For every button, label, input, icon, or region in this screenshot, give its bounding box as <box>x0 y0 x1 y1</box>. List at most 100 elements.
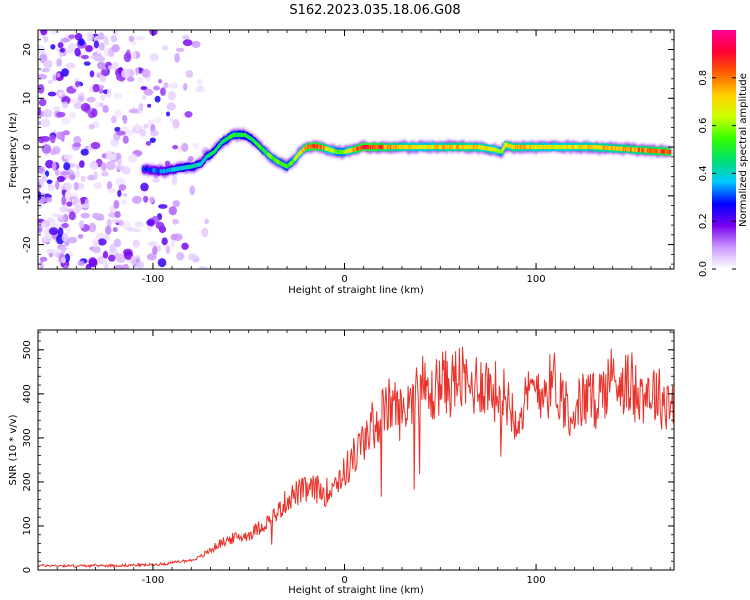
spectrogram-noise-cell <box>112 227 118 233</box>
spectrogram-noise-cell <box>71 196 81 207</box>
spectrogram-noise-cell <box>38 203 43 210</box>
snr-series-line <box>38 346 674 569</box>
spectrogram-noise-cell <box>133 228 142 233</box>
snr-x-tick-label: -100 <box>142 575 165 586</box>
spectrogram-noise-cell <box>110 34 118 43</box>
spectrogram-noise-cell <box>182 34 190 40</box>
spectrogram-noise-cell <box>102 35 109 43</box>
spectrogram-noise-cell <box>172 200 181 208</box>
spectrogram-noise-cell <box>38 165 46 175</box>
spectrogram-noise-cell <box>61 117 71 125</box>
spectrogram-noise-cell <box>97 238 107 246</box>
spectrogram-noise-cell <box>56 58 63 67</box>
spectrogram-noise-cell <box>115 177 126 187</box>
spectrogram-noise-cell <box>73 181 79 191</box>
spectrogram-noise-cell <box>143 123 149 129</box>
spectrogram-noise-cell <box>95 232 106 240</box>
spectrogram-noise-cell <box>126 76 135 82</box>
spectrogram-noise-cell <box>59 47 66 53</box>
spectrogram-noise-cell <box>149 30 158 36</box>
spectrogram-noise-cell <box>68 192 79 198</box>
spectrogram-noise-cell <box>165 245 171 255</box>
spectrogram-noise-cell <box>67 48 73 54</box>
spectrogram-noise-cell <box>49 134 56 144</box>
spectrogram-noise-cell <box>172 218 179 225</box>
spectrogram-noise-cell <box>60 37 70 43</box>
spectrogram-noise-cell <box>54 169 60 176</box>
spectrogram-noise-cell <box>113 264 124 269</box>
spectrogram-noise-cell <box>160 87 167 97</box>
spectrogram-noise-cell <box>38 226 43 234</box>
spectrogram-noise-cell <box>57 42 64 49</box>
spectrogram-noise-cell <box>114 109 122 117</box>
spectrogram-noise-cell <box>48 227 59 236</box>
spectrogram-noise-cell <box>113 92 123 100</box>
spectrogram-noise-cell <box>95 101 100 109</box>
spectrogram-noise-cell <box>70 98 79 104</box>
spectrogram-noise-cell <box>122 192 128 198</box>
spectrogram-noise-cell <box>41 144 52 154</box>
spectrogram-noise-cell <box>122 135 129 144</box>
spectrogram-noise-cell <box>60 171 71 176</box>
spectrogram-noise-cell <box>66 201 73 207</box>
spectrogram-noise-cell <box>184 111 193 118</box>
snr-y-tick-label: 200 <box>22 472 33 491</box>
spectrogram-noise-cell <box>63 154 74 160</box>
spectrogram-noise-cell <box>104 234 110 241</box>
spectrogram-noise-cell <box>181 142 189 153</box>
spectrogram-noise-cell <box>96 72 101 79</box>
spectrogram-noise-cell <box>47 91 57 97</box>
spectrogram-noise-cell <box>80 102 91 112</box>
spectrogram-noise-cell <box>106 87 112 98</box>
spectrogram-noise-cell <box>93 171 98 180</box>
spectrogram-noise-cell <box>61 222 69 229</box>
spectrogram-noise-cell <box>148 196 155 204</box>
snr-y-tick-label: 400 <box>22 384 33 403</box>
spectrogram-noise-cell <box>55 180 60 190</box>
spectrogram-noise-cell <box>166 102 176 111</box>
colorbar: 0.0 0.2 0.4 0.6 0.8 Normalized spectral ampl… <box>698 30 749 277</box>
spectrogram-noise-cell <box>131 40 137 46</box>
spectrogram-frame <box>37 29 675 270</box>
spectrogram-noise-cell <box>90 141 101 150</box>
spectrogram-noise-cell <box>146 253 157 261</box>
spectrogram-noise-cell <box>51 146 61 155</box>
spectrogram-noise-cell <box>175 47 185 53</box>
spectrogram-noise-cell <box>80 148 89 156</box>
spectrogram-noise-cell <box>75 168 81 178</box>
spectrogram-noise-cell <box>62 130 71 136</box>
spectrogram-noise-cell <box>52 106 61 112</box>
spectrogram-noise-cell <box>141 68 151 78</box>
spectrogram-noise-cell <box>78 160 85 168</box>
spectrogram-noise-cell <box>103 48 110 57</box>
spectrogram-noise-cell <box>92 246 101 254</box>
spectrogram-noise-cell <box>123 52 132 63</box>
spectrogram-noise-cell <box>172 118 180 129</box>
spectrogram-noise-cell <box>161 44 169 51</box>
spectrogram-noise-cell <box>101 171 109 177</box>
spectrogram-noise-cell <box>154 117 162 123</box>
spectrogram-noise-cell <box>198 265 208 269</box>
spectrogram-noise-cell <box>132 195 142 204</box>
spectrogram-noise-cell <box>131 51 137 59</box>
spectrogram-noise-cell <box>92 83 100 93</box>
spectrogram-noise-cell <box>93 181 103 190</box>
spectrogram-noise-cell <box>61 101 69 109</box>
spectrogram-noise-cell <box>43 35 49 43</box>
spectrogram-noise-cell <box>61 233 69 243</box>
spectrogram-noise-cell <box>85 45 93 53</box>
spectrogram-noise-cell <box>168 206 178 216</box>
spectrogram-noise-cell <box>56 131 65 140</box>
spectrogram-noise-cell <box>118 219 124 227</box>
spectrogram-noise-cell <box>113 238 122 248</box>
spectrogram-noise-cell <box>105 225 112 235</box>
spectrogram-noise-cell <box>57 91 63 97</box>
spectrogram-noise-cell <box>123 250 134 260</box>
spectrogram-xlabel: Height of straight line (km) <box>288 285 424 296</box>
spectrogram-noise-cell <box>38 83 45 94</box>
spectrogram-x-tick-label: -100 <box>142 274 165 285</box>
spectrogram-noise-cell <box>106 218 112 228</box>
spectrogram-noise-cell <box>102 257 108 268</box>
